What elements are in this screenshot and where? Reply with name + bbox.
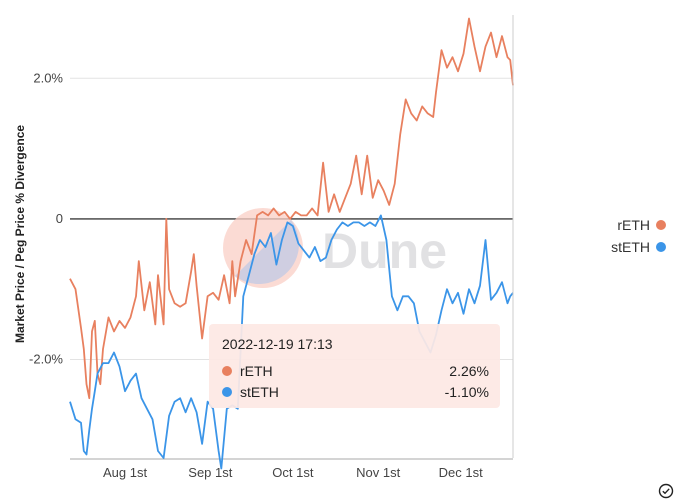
x-tick-label: Aug 1st (103, 465, 147, 480)
legend-label-steth: stETH (611, 239, 650, 255)
tooltip-title: 2022-12-19 17:13 (222, 336, 333, 352)
y-tick-label: 0 (56, 211, 63, 226)
x-tick-label: Sep 1st (188, 465, 232, 480)
tooltip-name-steth: stETH (240, 384, 279, 400)
x-axis: Aug 1st Sep 1st Oct 1st Nov 1st Dec 1st (103, 465, 483, 480)
tooltip-value-steth: -1.10% (444, 384, 489, 400)
legend-dot-steth (656, 242, 666, 252)
check-circle-icon[interactable] (658, 483, 674, 499)
x-tick-label: Nov 1st (356, 465, 400, 480)
series-line-steth (69, 214, 514, 470)
series-lines (69, 17, 514, 470)
tooltip-dot-reth (222, 366, 232, 376)
y-tick-label: -2.0% (29, 352, 63, 367)
y-axis-label: Market Price / Peg Price % Divergence (13, 125, 27, 343)
legend-item-reth[interactable]: rETH (617, 217, 666, 233)
hover-tooltip: 2022-12-19 17:13 rETH 2.26% stETH -1.10% (209, 324, 500, 408)
x-tick-label: Oct 1st (272, 465, 314, 480)
legend-item-steth[interactable]: stETH (611, 239, 666, 255)
y-axis: 2.0% 0 -2.0% (29, 70, 63, 366)
tooltip-value-reth: 2.26% (449, 363, 489, 379)
legend-label-reth: rETH (617, 217, 650, 233)
x-tick-label: Dec 1st (439, 465, 483, 480)
tooltip-dot-steth (222, 387, 232, 397)
tooltip-row-reth: rETH 2.26% (222, 363, 489, 379)
y-tick-label: 2.0% (33, 70, 63, 85)
series-line-reth (69, 17, 514, 400)
tooltip-name-reth: rETH (240, 363, 273, 379)
tooltip-row-steth: stETH -1.10% (222, 384, 489, 400)
legend-dot-reth (656, 220, 666, 230)
